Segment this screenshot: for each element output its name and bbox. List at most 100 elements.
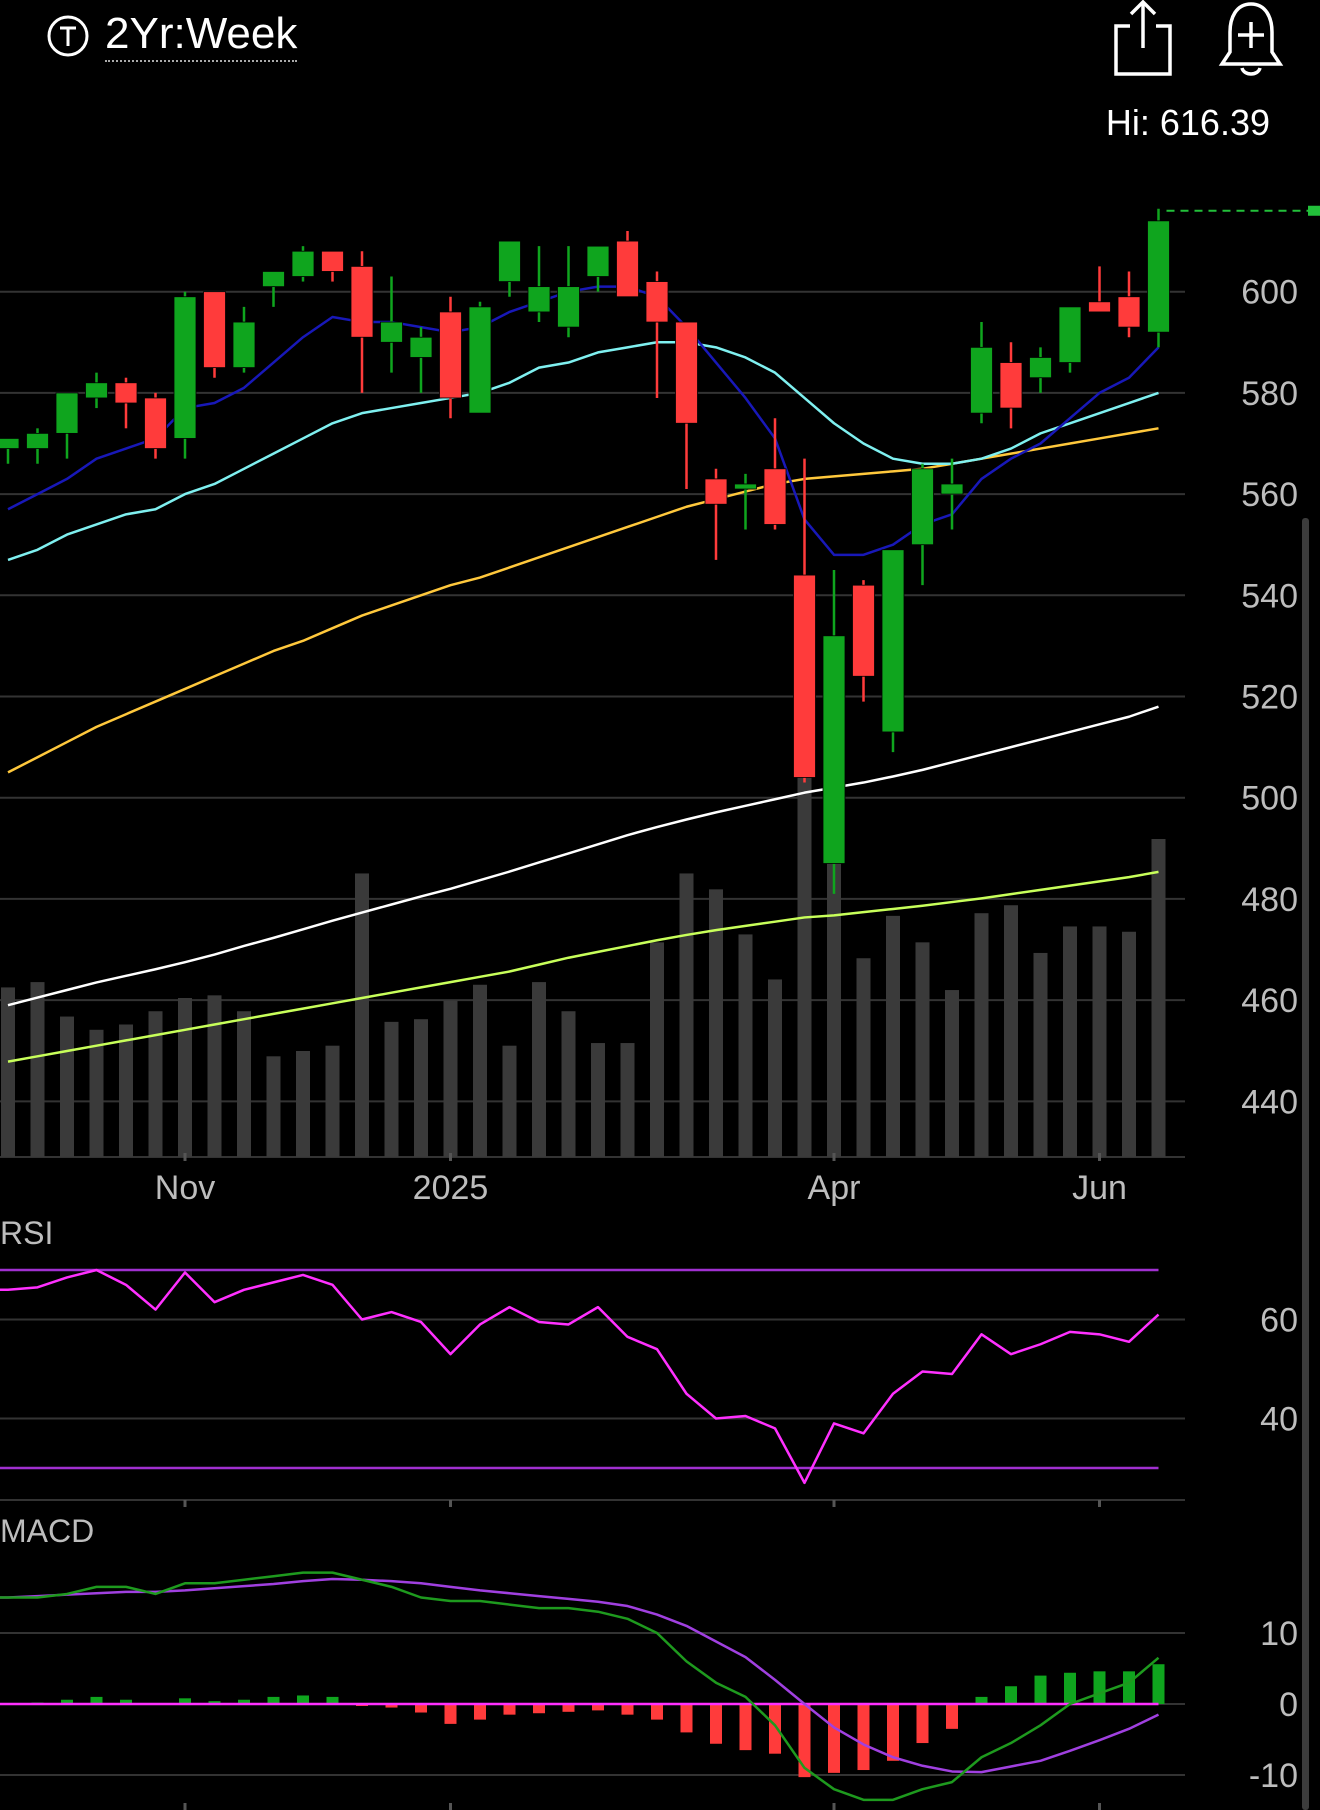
volume-bar [296, 1051, 310, 1157]
volume-bar [266, 1056, 281, 1157]
macd-histogram-bar [208, 1701, 221, 1704]
volume-bar [1151, 839, 1166, 1157]
candle [675, 321, 698, 490]
macd-histogram-bar [1152, 1664, 1165, 1704]
macd-histogram-bar [61, 1699, 73, 1704]
candle [999, 342, 1023, 429]
macd-title: MACD [0, 1513, 94, 1549]
macd-histogram-bar [179, 1698, 191, 1704]
candle [645, 271, 669, 398]
volume-bar [384, 1021, 399, 1157]
candle-body [704, 478, 728, 505]
candle-body [439, 311, 462, 399]
candle-body [26, 432, 49, 449]
candle-body [527, 286, 551, 313]
candle-body [409, 336, 433, 358]
macd-histogram-bar [1005, 1686, 1017, 1704]
period-selector[interactable]: 2Yr:Week [105, 8, 298, 62]
volume-bar [797, 770, 812, 1157]
candle-body [1147, 220, 1170, 333]
volume-bar [532, 982, 546, 1157]
candle [468, 301, 492, 414]
rsi-tick-label: 40 [1260, 1401, 1298, 1439]
volume-bar [119, 1024, 133, 1157]
candle [498, 240, 521, 297]
candle [881, 549, 905, 753]
rsi-tick-label: 60 [1260, 1302, 1298, 1340]
y-tick-label: 580 [1241, 375, 1298, 413]
candle [852, 580, 875, 702]
candle-body [616, 240, 639, 298]
macd-histogram-bar [533, 1704, 545, 1714]
macd-histogram-bar [828, 1704, 840, 1773]
volume-bar [945, 990, 959, 1157]
candle [144, 392, 167, 459]
macd-tick-label: 0 [1279, 1686, 1298, 1724]
volume-bar [1033, 952, 1048, 1157]
volume-bar [1, 987, 15, 1157]
candle [1147, 208, 1170, 348]
ma-fast-line [7, 285, 1160, 557]
candle-body [1029, 357, 1052, 379]
x-tick-label: 2025 [413, 1169, 489, 1207]
candle [291, 246, 315, 282]
share-icon[interactable] [1112, 0, 1174, 78]
volume-bar [1063, 926, 1077, 1157]
candle [1117, 271, 1141, 338]
candles [0, 208, 1170, 894]
macd-tick-label: 10 [1260, 1615, 1298, 1653]
candle-body [144, 397, 167, 449]
candle-body [291, 250, 315, 277]
candle [439, 296, 462, 419]
candle [114, 377, 138, 429]
y-tick-label: 500 [1241, 780, 1298, 818]
macd-signal-line [0, 1577, 1160, 1774]
macd-histogram-bar [1123, 1671, 1135, 1704]
macd-histogram-bar [946, 1704, 958, 1729]
volume-bar [355, 873, 369, 1157]
bell-plus-icon[interactable] [1218, 0, 1284, 78]
macd-histogram-bar [415, 1704, 427, 1713]
candle [262, 271, 285, 307]
scrollbar [1302, 518, 1309, 1810]
macd-histogram-bar [326, 1696, 339, 1704]
ma-mid-line [7, 341, 1159, 562]
volume-bar [60, 1016, 74, 1157]
macd-histogram [31, 1664, 1165, 1778]
candle [1029, 347, 1052, 393]
rsi-title: RSI [0, 1215, 53, 1251]
volume-bar [915, 942, 930, 1157]
volume-bar [768, 979, 782, 1157]
circle-t-icon[interactable] [46, 14, 90, 58]
ma-long-line [7, 705, 1159, 1007]
volume-bar [502, 1045, 517, 1157]
candle [822, 570, 846, 894]
macd-line [0, 1571, 1160, 1802]
volume-bar [207, 995, 222, 1157]
macd-histogram-bar [680, 1704, 693, 1733]
volume-bar [679, 873, 694, 1157]
x-tick-label: Nov [155, 1169, 215, 1207]
y-tick-label: 440 [1241, 1083, 1298, 1121]
volume-bar [709, 889, 723, 1157]
volume-bars [1, 770, 1166, 1157]
candle-body [114, 382, 138, 404]
macd-histogram-bar [621, 1704, 634, 1715]
candle [940, 458, 964, 530]
volume-bar [237, 1011, 251, 1157]
volume-bar [856, 958, 871, 1157]
volume-bar [561, 1011, 576, 1157]
macd-histogram-bar [238, 1699, 250, 1704]
volume-bar [473, 984, 487, 1157]
macd-histogram-bar [857, 1704, 870, 1771]
rsi-line [0, 1268, 1160, 1485]
macd-histogram-bar [120, 1699, 132, 1704]
volume-bar [738, 934, 753, 1157]
volume-bar [620, 1043, 635, 1157]
candle [911, 463, 934, 586]
candle-body [999, 362, 1023, 409]
x-tick-label: Apr [808, 1169, 861, 1207]
y-tick-label: 540 [1241, 577, 1298, 615]
macd-histogram-bar [474, 1704, 486, 1720]
